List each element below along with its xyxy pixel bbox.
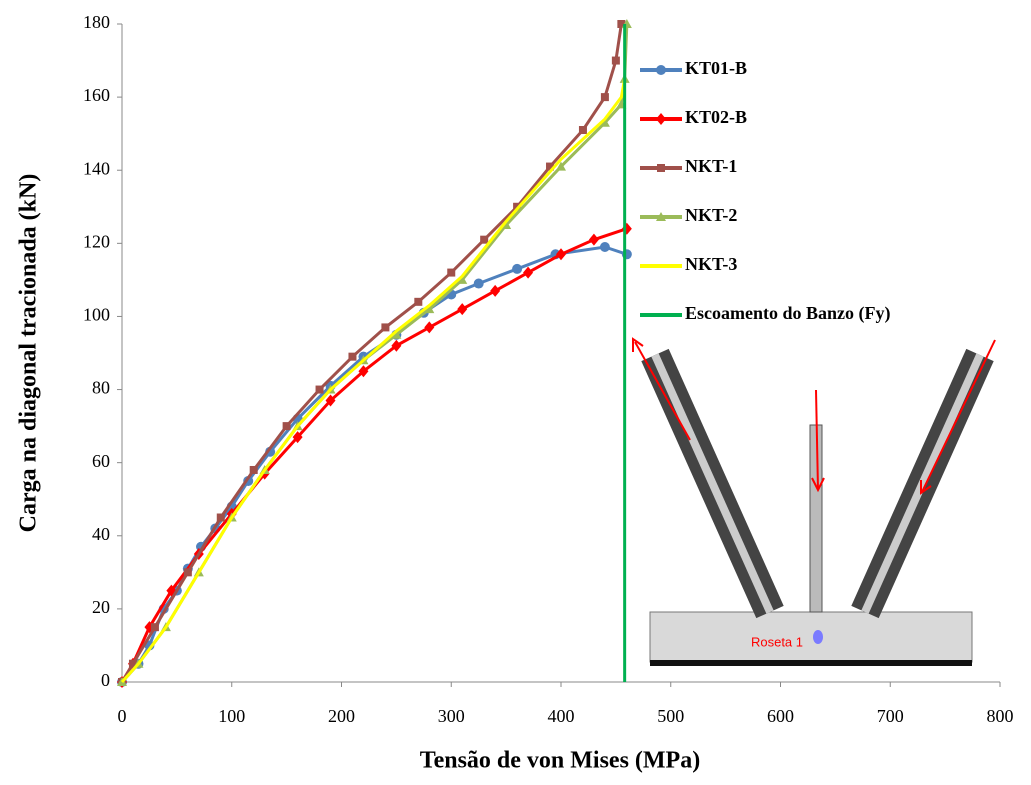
arrow bbox=[815, 389, 819, 491]
x-tick-label: 600 bbox=[767, 706, 794, 726]
series bbox=[120, 78, 627, 684]
y-tick-label: 0 bbox=[101, 670, 110, 690]
point bbox=[556, 161, 566, 171]
series-line bbox=[120, 23, 629, 684]
x-axis-title: Tensão de von Mises (MPa) bbox=[420, 748, 700, 774]
y-tick-label: 180 bbox=[83, 12, 110, 32]
point bbox=[216, 513, 225, 522]
x-tick-label: 100 bbox=[218, 706, 245, 726]
brace-right-shine bbox=[861, 353, 984, 614]
x-tick-label: 500 bbox=[657, 706, 684, 726]
arrow bbox=[634, 341, 691, 441]
point bbox=[556, 248, 566, 261]
point bbox=[490, 284, 501, 297]
legend-marker bbox=[656, 212, 666, 221]
x-tick-label: 200 bbox=[328, 706, 355, 726]
point bbox=[546, 162, 555, 171]
arrow-head bbox=[811, 477, 825, 493]
inset-diagram: Roseta 1 bbox=[632, 337, 996, 666]
legend-marker bbox=[657, 164, 665, 172]
point bbox=[128, 659, 137, 668]
y-tick-label: 160 bbox=[83, 85, 110, 105]
point bbox=[292, 431, 303, 444]
chord-edge bbox=[650, 660, 972, 666]
point bbox=[617, 20, 626, 28]
point bbox=[424, 321, 435, 334]
x-tick-label: 0 bbox=[118, 706, 127, 726]
arrow bbox=[921, 339, 996, 493]
series bbox=[117, 241, 632, 687]
point bbox=[358, 365, 369, 378]
point bbox=[512, 263, 523, 274]
legend-label: Escoamento do Banzo (Fy) bbox=[685, 303, 891, 324]
point bbox=[611, 56, 620, 65]
legend-label: NKT-3 bbox=[685, 254, 737, 274]
legend-label: NKT-1 bbox=[685, 156, 737, 176]
legend-label: KT01-B bbox=[685, 58, 747, 78]
legend-marker bbox=[656, 113, 666, 125]
x-tick-label: 300 bbox=[438, 706, 465, 726]
y-tick-label: 40 bbox=[92, 524, 110, 544]
point bbox=[457, 303, 468, 316]
y-axis-title: Carga na diagonal tracionada (kN) bbox=[16, 174, 42, 533]
point bbox=[391, 329, 402, 339]
point bbox=[315, 385, 324, 394]
x-tick-label: 700 bbox=[877, 706, 904, 726]
y-tick-label: 140 bbox=[83, 158, 110, 178]
arrow-head bbox=[632, 337, 644, 352]
legend-marker bbox=[656, 65, 666, 75]
point bbox=[600, 93, 609, 102]
point bbox=[325, 394, 336, 407]
point bbox=[599, 241, 610, 252]
point bbox=[150, 623, 159, 632]
series-line bbox=[120, 245, 628, 684]
point bbox=[183, 568, 192, 577]
point bbox=[249, 465, 258, 474]
series-line bbox=[120, 227, 628, 683]
rosette bbox=[813, 630, 823, 644]
point bbox=[599, 117, 610, 127]
point bbox=[414, 297, 423, 306]
legend-label: KT02-B bbox=[685, 107, 747, 127]
series-line bbox=[120, 78, 627, 684]
arrow-head bbox=[920, 480, 932, 495]
rosette-label: Roseta 1 bbox=[751, 634, 803, 649]
point bbox=[578, 126, 587, 135]
point bbox=[447, 268, 456, 277]
point bbox=[424, 304, 435, 314]
point bbox=[381, 323, 390, 332]
brace-left-shine bbox=[651, 353, 774, 614]
x-tick-label: 400 bbox=[548, 706, 575, 726]
point bbox=[473, 278, 484, 289]
point bbox=[391, 339, 402, 352]
point bbox=[348, 352, 357, 361]
y-tick-label: 100 bbox=[83, 305, 110, 325]
legend-label: NKT-2 bbox=[685, 205, 737, 225]
point bbox=[588, 233, 599, 246]
y-tick-label: 80 bbox=[92, 378, 110, 398]
y-tick-label: 120 bbox=[83, 231, 110, 251]
vertical bbox=[809, 424, 823, 613]
chord bbox=[649, 611, 973, 663]
point bbox=[523, 266, 534, 279]
point bbox=[480, 235, 489, 244]
point bbox=[457, 274, 468, 284]
y-tick-label: 60 bbox=[92, 451, 110, 471]
series bbox=[117, 222, 632, 688]
x-tick-label: 800 bbox=[987, 706, 1014, 726]
y-tick-label: 20 bbox=[92, 597, 110, 617]
point bbox=[282, 422, 291, 431]
